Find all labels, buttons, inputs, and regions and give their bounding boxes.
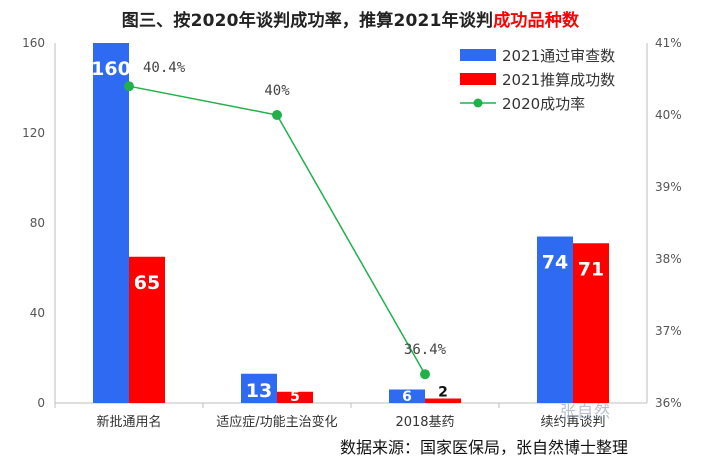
bar-value-label: 13 bbox=[246, 380, 272, 402]
legend-label: 2021通过审查数 bbox=[502, 47, 615, 65]
legend-swatch bbox=[460, 49, 496, 61]
y-left-tick-label: 160 bbox=[22, 36, 45, 50]
watermark-signature: 张自然 bbox=[560, 402, 612, 421]
bar-value-label: 6 bbox=[402, 389, 412, 405]
y-right-tick-label: 37% bbox=[655, 324, 682, 338]
legend-label: 2021推算成功数 bbox=[502, 71, 615, 89]
rate-value-label: 36.4% bbox=[404, 342, 447, 358]
bar-estimated-success bbox=[425, 398, 461, 403]
bar-estimated-success bbox=[573, 243, 609, 403]
x-category-label: 新批通用名 bbox=[96, 414, 161, 430]
rate-point bbox=[272, 110, 282, 120]
y-left-tick-label: 80 bbox=[30, 216, 45, 230]
source-note: 数据来源：国家医保局，张自然博士整理 bbox=[340, 438, 629, 457]
bar-review-count bbox=[389, 389, 425, 403]
bar-estimated-success bbox=[277, 391, 313, 403]
bar-value-label: 74 bbox=[542, 252, 568, 274]
x-category-label: 适应症/功能主治变化 bbox=[216, 414, 337, 430]
rate-value-label: 40.4% bbox=[143, 60, 186, 76]
y-right-tick-label: 38% bbox=[655, 252, 682, 266]
chart-title-main: 图三、按2020年谈判成功率，推算2021年谈判 bbox=[121, 11, 494, 31]
y-right-tick-label: 36% bbox=[655, 396, 682, 410]
bar-value-label: 160 bbox=[91, 58, 131, 80]
bar-value-label: 5 bbox=[290, 389, 300, 405]
bar-estimated-success bbox=[129, 256, 165, 403]
legend-swatch bbox=[460, 73, 496, 85]
bar-review-count bbox=[93, 43, 129, 403]
chart-title-highlight: 成功品种数 bbox=[493, 11, 580, 31]
rate-line bbox=[128, 85, 426, 375]
x-category-label: 2018基药 bbox=[395, 415, 454, 430]
rate-point bbox=[124, 81, 134, 92]
bar-value-label: 2 bbox=[438, 385, 448, 401]
y-right-tick-label: 39% bbox=[655, 180, 682, 194]
rate-point bbox=[420, 369, 430, 380]
y-left-tick-label: 120 bbox=[22, 126, 45, 140]
chart-title: 图三、按2020年谈判成功率，推算2021年谈判成功品种数 bbox=[0, 6, 701, 31]
x-category-label: 续约再谈判 bbox=[540, 415, 605, 430]
bar-review-count bbox=[537, 236, 573, 403]
y-left-tick-label: 40 bbox=[30, 306, 45, 320]
bar-value-label: 65 bbox=[134, 272, 160, 294]
legend-label: 2020成功率 bbox=[502, 95, 585, 113]
legend-swatch-marker bbox=[473, 98, 483, 108]
y-right-tick-label: 40% bbox=[655, 108, 682, 122]
y-left-tick-label: 0 bbox=[37, 396, 45, 410]
bar-review-count bbox=[241, 373, 277, 403]
y-right-tick-label: 41% bbox=[655, 36, 682, 50]
rate-value-label: 40% bbox=[264, 83, 290, 99]
bar-value-label: 71 bbox=[578, 258, 604, 280]
